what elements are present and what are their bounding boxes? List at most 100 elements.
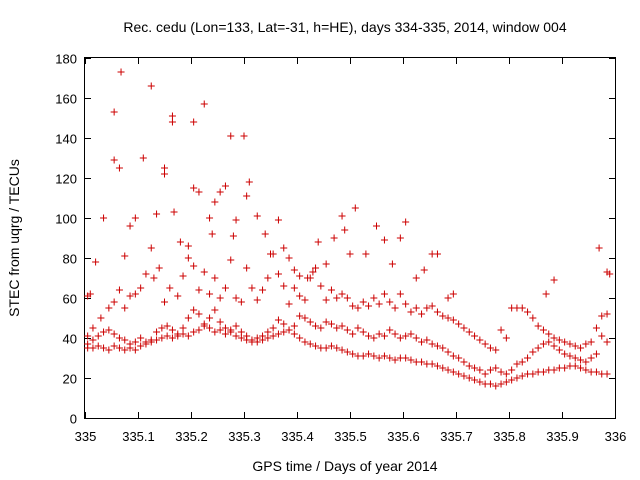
y-tick-label: 100 <box>55 212 77 227</box>
data-point <box>508 366 516 374</box>
data-point <box>248 284 256 292</box>
data-point <box>131 346 139 354</box>
data-point <box>285 326 293 334</box>
data-point <box>545 330 553 338</box>
data-point <box>428 302 436 310</box>
data-point <box>418 358 426 366</box>
data-point <box>211 328 219 336</box>
data-point <box>486 344 494 352</box>
data-point <box>465 328 473 336</box>
data-point <box>232 332 240 340</box>
data-point <box>280 328 288 336</box>
data-point <box>301 314 309 322</box>
data-point <box>433 308 441 316</box>
data-point <box>396 290 404 298</box>
data-point <box>359 352 367 360</box>
data-point <box>561 338 569 346</box>
data-point <box>179 272 187 280</box>
data-point <box>206 324 214 332</box>
data-point <box>206 214 214 222</box>
data-point <box>243 336 251 344</box>
data-point <box>338 322 346 330</box>
data-point <box>168 334 176 342</box>
data-point <box>290 322 298 330</box>
x-tick-label: 335.7 <box>440 429 473 444</box>
data-point <box>216 318 224 326</box>
data-point <box>529 370 537 378</box>
data-point <box>402 300 410 308</box>
data-point <box>407 356 415 364</box>
data-point <box>439 344 447 352</box>
data-point <box>497 326 505 334</box>
data-point <box>402 332 410 340</box>
data-point <box>115 164 123 172</box>
data-point <box>158 324 166 332</box>
data-point <box>86 290 94 298</box>
data-point <box>105 326 113 334</box>
data-point <box>407 308 415 316</box>
data-point <box>314 238 322 246</box>
x-tick-label: 335.4 <box>281 429 314 444</box>
data-point <box>465 362 473 370</box>
data-point <box>168 326 176 334</box>
data-point <box>343 326 351 334</box>
x-tick-label: 336 <box>605 429 627 444</box>
data-point <box>153 328 161 336</box>
data-point <box>418 338 426 346</box>
data-point <box>486 366 494 374</box>
data-point <box>571 354 579 362</box>
data-point <box>97 314 105 322</box>
data-points <box>84 68 614 390</box>
data-point <box>161 170 168 178</box>
data-point <box>566 340 574 348</box>
data-point <box>227 256 235 264</box>
data-point <box>595 244 603 252</box>
data-point <box>338 346 346 354</box>
x-axis: 335 335.1 335.2 335.3 335.4 335.5 335.6 335.7 33… <box>75 58 627 444</box>
data-point <box>322 296 330 304</box>
data-point <box>373 222 380 230</box>
data-point <box>131 338 139 346</box>
data-point <box>433 250 441 258</box>
data-point <box>582 340 590 348</box>
data-point <box>333 324 341 332</box>
data-point <box>147 338 155 346</box>
data-point <box>163 322 171 330</box>
data-point <box>206 314 214 322</box>
data-point <box>370 294 378 302</box>
data-point <box>296 272 304 280</box>
data-point <box>147 82 155 90</box>
data-point <box>534 344 542 352</box>
data-point <box>349 330 357 338</box>
data-point <box>486 380 494 388</box>
data-point <box>200 268 208 276</box>
data-point <box>208 230 216 238</box>
data-point <box>471 376 479 384</box>
x-tick-label: 335.2 <box>175 429 208 444</box>
data-point <box>190 184 198 192</box>
data-point <box>237 334 245 342</box>
data-point <box>170 208 178 216</box>
data-point <box>351 204 359 212</box>
data-point <box>216 326 224 334</box>
data-point <box>243 264 251 272</box>
data-point <box>587 338 595 346</box>
data-point <box>195 326 203 334</box>
data-point <box>121 336 129 344</box>
data-point <box>603 310 611 318</box>
data-point <box>476 366 484 374</box>
data-point <box>190 118 198 126</box>
data-point <box>139 154 147 162</box>
data-point <box>290 266 298 274</box>
data-point <box>195 286 203 294</box>
data-point <box>237 328 245 336</box>
data-point <box>370 352 378 360</box>
data-point <box>237 298 245 306</box>
data-point <box>539 326 547 334</box>
data-point <box>110 108 118 116</box>
data-point <box>221 330 229 338</box>
data-point <box>232 216 240 224</box>
y-tick-label: 20 <box>63 372 77 387</box>
data-point <box>566 352 574 360</box>
